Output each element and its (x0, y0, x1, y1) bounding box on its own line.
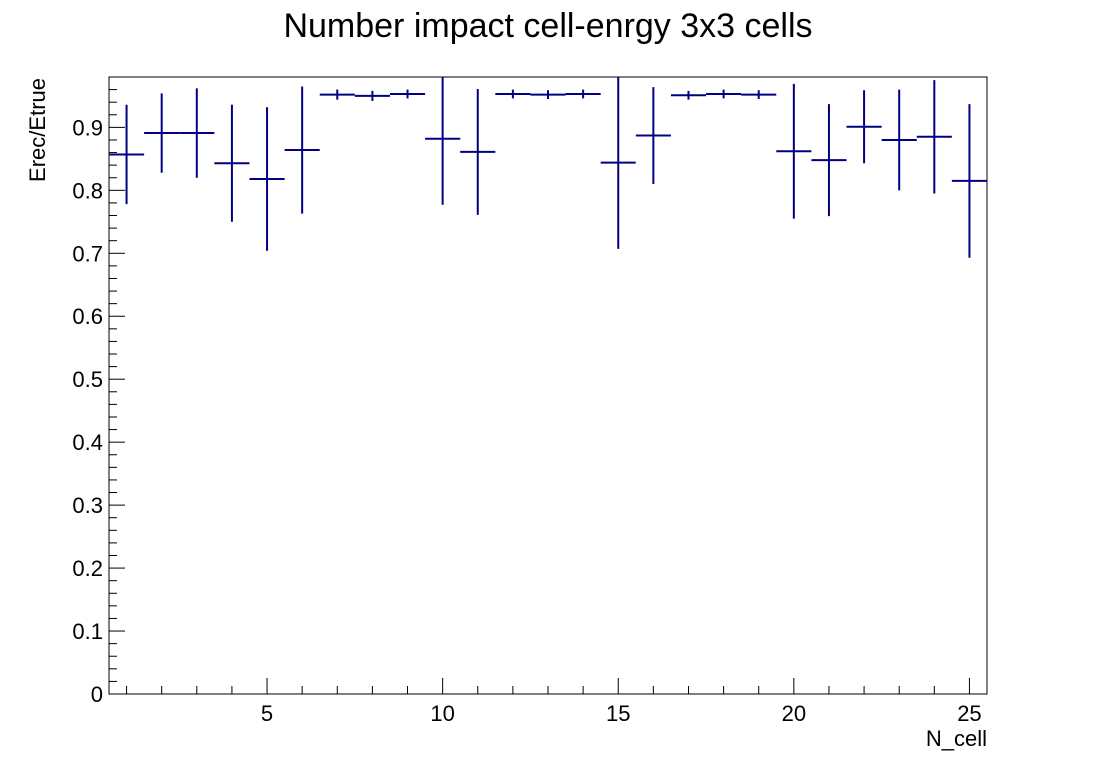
data-point (776, 83, 812, 219)
y-axis: 0 0.1 0.2 0.3 0.4 0.5 0.6 0.7 0.8 0.9 (72, 76, 125, 707)
data-point (846, 90, 882, 164)
data-point (179, 88, 215, 178)
x-axis: 5 10 15 20 25 (126, 678, 982, 726)
data-point (284, 86, 320, 214)
data-point (389, 89, 426, 99)
data-point (881, 89, 917, 191)
x-tick-label: 20 (782, 701, 806, 726)
plot-frame (108, 76, 988, 695)
data-point (144, 93, 180, 173)
data-point (706, 89, 742, 99)
data-point (951, 104, 987, 258)
y-tick-label: 0.6 (72, 304, 103, 329)
data-point (495, 89, 531, 99)
y-tick-label: 0.8 (72, 178, 103, 203)
y-tick-label: 0.7 (72, 241, 103, 266)
data-point (670, 90, 707, 100)
data-point (565, 89, 601, 99)
x-tick-label: 25 (957, 701, 981, 726)
data-point (600, 77, 636, 249)
y-tick-label: 0 (91, 682, 103, 707)
data-point (811, 104, 847, 217)
data-point (354, 90, 390, 101)
data-point (460, 88, 496, 215)
chart-title: Number impact cell-enrgy 3x3 cells (283, 7, 812, 45)
y-tick-label: 0.4 (72, 430, 103, 455)
plot-border (108, 76, 988, 695)
data-point (109, 104, 145, 205)
data-point (916, 80, 952, 194)
y-tick-label: 0.1 (72, 619, 103, 644)
data-point (425, 77, 461, 205)
y-tick-label: 0.2 (72, 556, 103, 581)
x-tick-label: 5 (261, 701, 273, 726)
y-tick-label: 0.9 (72, 115, 103, 140)
y-tick-label: 0.5 (72, 367, 103, 392)
data-point (635, 87, 671, 185)
data-point (214, 104, 250, 222)
y-axis-label: Erec/Etrue (25, 78, 50, 182)
x-axis-label: N_cell (926, 726, 987, 751)
y-tick-label: 0.3 (72, 493, 103, 518)
x-tick-label: 15 (606, 701, 630, 726)
x-tick-label: 10 (430, 701, 454, 726)
data-series (109, 77, 987, 258)
data-point (530, 90, 566, 100)
data-point (319, 89, 355, 100)
data-point (741, 90, 777, 100)
data-point (249, 107, 285, 251)
